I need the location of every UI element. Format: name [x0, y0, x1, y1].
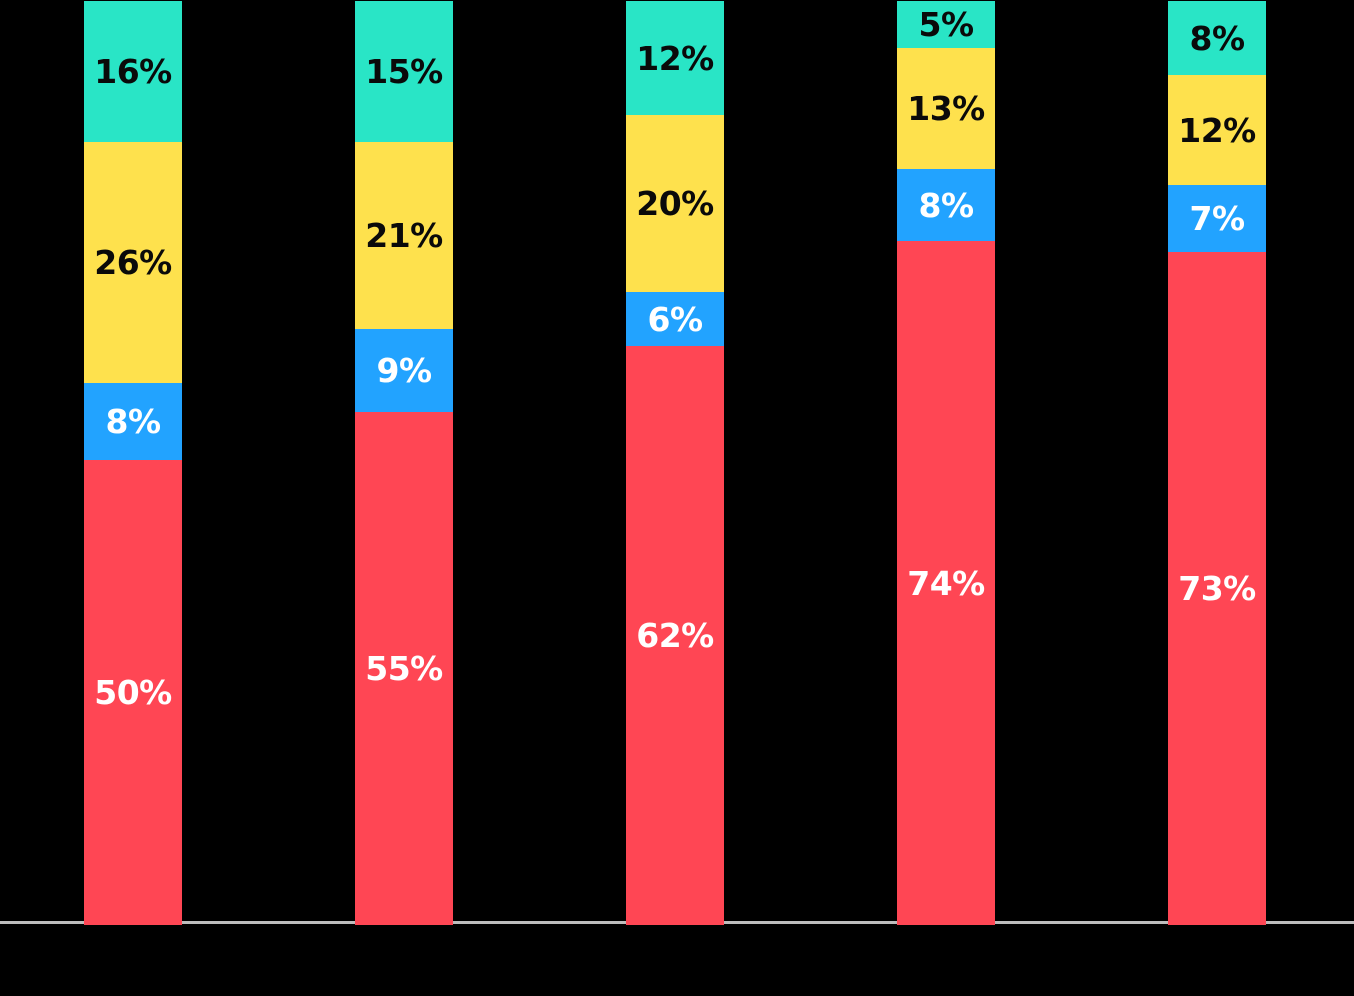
bar-4-segment-teal: 5% — [897, 1, 995, 48]
bar-4: 5% 13% 8% 74% — [897, 0, 995, 996]
bar-3-segment-blue: 6% — [626, 292, 724, 346]
bar-2-segment-blue: 9% — [355, 329, 453, 412]
bar-5-segment-red: 73% — [1168, 252, 1266, 925]
bar-3-segment-yellow: 20% — [626, 115, 724, 292]
bar-1-segment-teal: 16% — [84, 1, 182, 142]
bar-1-segment-blue: 8% — [84, 383, 182, 460]
bar-4-segment-yellow: 13% — [897, 48, 995, 169]
bar-3-segment-teal: 12% — [626, 1, 724, 115]
bar-2: 15% 21% 9% 55% — [355, 0, 453, 996]
bar-1-segment-red: 50% — [84, 460, 182, 925]
bar-4-segment-red: 74% — [897, 241, 995, 925]
bar-5: 8% 12% 7% 73% — [1168, 0, 1266, 996]
bar-2-segment-teal: 15% — [355, 1, 453, 142]
bar-2-segment-red: 55% — [355, 412, 453, 925]
bar-4-segment-blue: 8% — [897, 169, 995, 241]
bar-1-segment-yellow: 26% — [84, 142, 182, 383]
bar-5-segment-teal: 8% — [1168, 1, 1266, 75]
bar-5-segment-yellow: 12% — [1168, 75, 1266, 185]
bar-1: 16% 26% 8% 50% — [84, 0, 182, 996]
bar-5-segment-blue: 7% — [1168, 185, 1266, 252]
bar-3: 12% 20% 6% 62% — [626, 0, 724, 996]
bar-3-segment-red: 62% — [626, 346, 724, 925]
bar-2-segment-yellow: 21% — [355, 142, 453, 329]
